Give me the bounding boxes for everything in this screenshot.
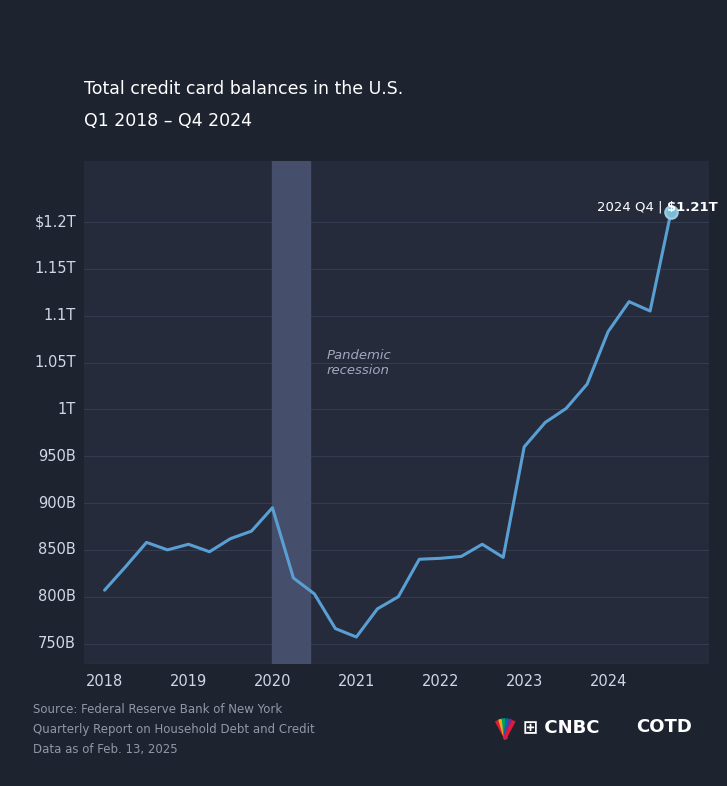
Text: Data as of Feb. 13, 2025: Data as of Feb. 13, 2025	[33, 743, 177, 756]
Text: $1.21T: $1.21T	[667, 200, 718, 214]
Bar	[273, 161, 310, 664]
Text: Total credit card balances in the U.S.: Total credit card balances in the U.S.	[84, 80, 403, 98]
Text: 950B: 950B	[39, 449, 76, 464]
Text: Quarterly Report on Household Debt and Credit: Quarterly Report on Household Debt and C…	[33, 723, 315, 736]
Text: 1.05T: 1.05T	[34, 355, 76, 370]
Text: 2024 Q4 |: 2024 Q4 |	[597, 200, 667, 214]
Text: 850B: 850B	[39, 542, 76, 557]
Text: 2024: 2024	[590, 674, 627, 689]
Text: 900B: 900B	[39, 495, 76, 511]
Text: 2023: 2023	[505, 674, 543, 689]
Text: ⊞ CNBC: ⊞ CNBC	[523, 718, 600, 736]
Text: 750B: 750B	[39, 636, 76, 651]
Text: 800B: 800B	[39, 590, 76, 604]
Text: 2018: 2018	[86, 674, 123, 689]
Text: Source: Federal Reserve Bank of New York: Source: Federal Reserve Bank of New York	[33, 703, 282, 717]
Text: $1.2T: $1.2T	[34, 215, 76, 230]
Text: 1.15T: 1.15T	[35, 262, 76, 277]
Text: 2019: 2019	[170, 674, 207, 689]
Text: 2022: 2022	[422, 674, 459, 689]
Text: COTD: COTD	[636, 718, 692, 736]
Text: 2020: 2020	[254, 674, 292, 689]
Text: Pandemic
recession: Pandemic recession	[327, 348, 392, 376]
Text: 1T: 1T	[58, 402, 76, 417]
Text: 1.1T: 1.1T	[44, 308, 76, 323]
Text: Q1 2018 – Q4 2024: Q1 2018 – Q4 2024	[84, 112, 252, 130]
Text: 2021: 2021	[337, 674, 375, 689]
